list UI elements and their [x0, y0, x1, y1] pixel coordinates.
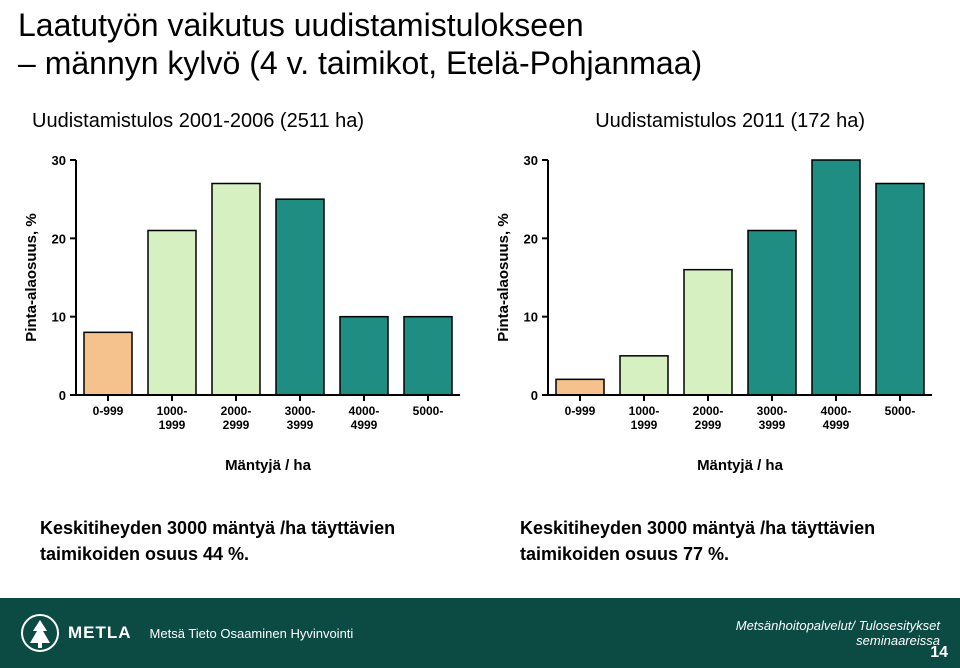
svg-text:0: 0	[59, 388, 66, 403]
svg-text:30: 30	[524, 153, 538, 168]
footer-right: Metsänhoitopalvelut/ Tulosesitykset semi…	[736, 618, 940, 648]
footer-bar: METLA Metsä Tieto Osaaminen Hyvinvointi …	[0, 598, 960, 668]
svg-text:1000-: 1000-	[157, 404, 188, 418]
svg-text:3000-: 3000-	[757, 404, 788, 418]
captions-row: Keskitiheyden 3000 mäntyä /ha täyttävien…	[40, 515, 920, 567]
footer-logo-text: METLA	[68, 623, 132, 643]
svg-text:Mäntyjä / ha: Mäntyjä / ha	[225, 457, 312, 474]
svg-text:Mäntyjä / ha: Mäntyjä / ha	[697, 457, 784, 474]
svg-text:5000-: 5000-	[413, 404, 444, 418]
svg-text:1999: 1999	[159, 418, 186, 432]
svg-text:3999: 3999	[759, 418, 786, 432]
svg-text:10: 10	[52, 310, 66, 325]
subhead-left: Uudistamistulos 2001-2006 (2511 ha)	[32, 110, 364, 133]
caption-right: Keskitiheyden 3000 mäntyä /ha täyttävien…	[520, 515, 920, 567]
footer-logo: METLA	[20, 613, 132, 653]
svg-text:0-999: 0-999	[93, 404, 124, 418]
subhead-right: Uudistamistulos 2011 (172 ha)	[595, 110, 865, 133]
svg-text:2999: 2999	[695, 418, 722, 432]
svg-text:4999: 4999	[351, 418, 378, 432]
svg-text:5000-: 5000-	[885, 404, 916, 418]
footer-right-line1: Metsänhoitopalvelut/ Tulosesitykset	[736, 618, 940, 633]
svg-text:20: 20	[52, 231, 66, 246]
svg-text:4000-: 4000-	[821, 404, 852, 418]
title-line-2: – männyn kylvö (4 v. taimikot, Etelä-Poh…	[18, 45, 702, 81]
footer-left: METLA Metsä Tieto Osaaminen Hyvinvointi	[20, 613, 353, 653]
bar-chart-right: 0 10 20 30 0-999 1000-1999 2000-2999 3000-3999 4…	[490, 150, 942, 480]
svg-text:10: 10	[524, 310, 538, 325]
svg-text:0-999: 0-999	[565, 404, 596, 418]
svg-text:4000-: 4000-	[349, 404, 380, 418]
svg-text:2000-: 2000-	[221, 404, 252, 418]
svg-text:3000-: 3000-	[285, 404, 316, 418]
svg-text:30: 30	[52, 153, 66, 168]
caption-right-pct: 77 %.	[683, 544, 729, 564]
svg-text:1000-: 1000-	[629, 404, 660, 418]
bar-chart-left: 0 10 20 30 0-999 1000-1999 2000-2999 3000-3999 4…	[18, 150, 470, 480]
footer-tagline: Metsä Tieto Osaaminen Hyvinvointi	[150, 626, 354, 641]
page-number: 14	[930, 644, 948, 662]
title-line-1: Laatutyön vaikutus uudistamistulokseen	[18, 7, 584, 43]
slide-title: Laatutyön vaikutus uudistamistulokseen –…	[18, 6, 702, 82]
svg-text:20: 20	[524, 231, 538, 246]
tree-icon	[20, 613, 60, 653]
footer-right-line2: seminaareissa	[736, 633, 940, 648]
charts-row: 01020300-9991000-19992000-29993000-39994…	[18, 150, 942, 480]
caption-left: Keskitiheyden 3000 mäntyä /ha täyttävien…	[40, 515, 440, 567]
svg-text:0: 0	[531, 388, 538, 403]
svg-text:1999: 1999	[631, 418, 658, 432]
svg-text:3999: 3999	[287, 418, 314, 432]
svg-text:2000-: 2000-	[693, 404, 724, 418]
caption-left-pct: 44 %.	[203, 544, 249, 564]
chart-subheadings: Uudistamistulos 2001-2006 (2511 ha) Uudi…	[0, 110, 960, 133]
svg-text:Pinta-alaosuus, %: Pinta-alaosuus, %	[495, 213, 512, 341]
svg-text:2999: 2999	[223, 418, 250, 432]
svg-text:Pinta-alaosuus, %: Pinta-alaosuus, %	[23, 213, 40, 341]
svg-text:4999: 4999	[823, 418, 850, 432]
